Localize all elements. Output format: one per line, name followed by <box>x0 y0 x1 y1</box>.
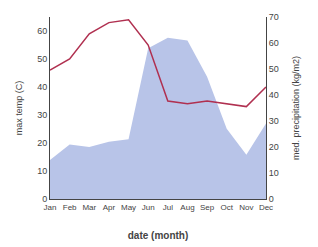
svg-text:10: 10 <box>269 168 279 178</box>
svg-text:max temp (C): max temp (C) <box>14 81 24 136</box>
svg-text:30: 30 <box>37 110 47 120</box>
svg-text:Sep: Sep <box>200 203 215 212</box>
svg-text:Jul: Jul <box>163 203 173 212</box>
svg-text:Apr: Apr <box>103 203 116 212</box>
svg-text:date (month): date (month) <box>128 230 189 241</box>
svg-text:20: 20 <box>37 138 47 148</box>
svg-text:0: 0 <box>42 194 47 204</box>
svg-text:Feb: Feb <box>63 203 77 212</box>
svg-text:Dec: Dec <box>259 203 273 212</box>
svg-text:Aug: Aug <box>180 203 194 212</box>
svg-text:Jan: Jan <box>44 203 57 212</box>
svg-text:May: May <box>121 203 136 212</box>
svg-text:Nov: Nov <box>239 203 253 212</box>
svg-text:60: 60 <box>37 26 47 36</box>
svg-text:0: 0 <box>269 194 274 204</box>
svg-text:40: 40 <box>37 82 47 92</box>
svg-text:10: 10 <box>37 166 47 176</box>
svg-text:med. precipitation (kg/m2): med. precipitation (kg/m2) <box>291 56 301 160</box>
svg-text:50: 50 <box>269 64 279 74</box>
svg-text:Mar: Mar <box>82 203 96 212</box>
svg-text:30: 30 <box>269 116 279 126</box>
svg-text:Oct: Oct <box>221 203 234 212</box>
svg-text:70: 70 <box>269 12 279 22</box>
svg-text:Jun: Jun <box>142 203 155 212</box>
svg-text:20: 20 <box>269 142 279 152</box>
svg-text:60: 60 <box>269 38 279 48</box>
svg-text:50: 50 <box>37 54 47 64</box>
svg-text:40: 40 <box>269 90 279 100</box>
